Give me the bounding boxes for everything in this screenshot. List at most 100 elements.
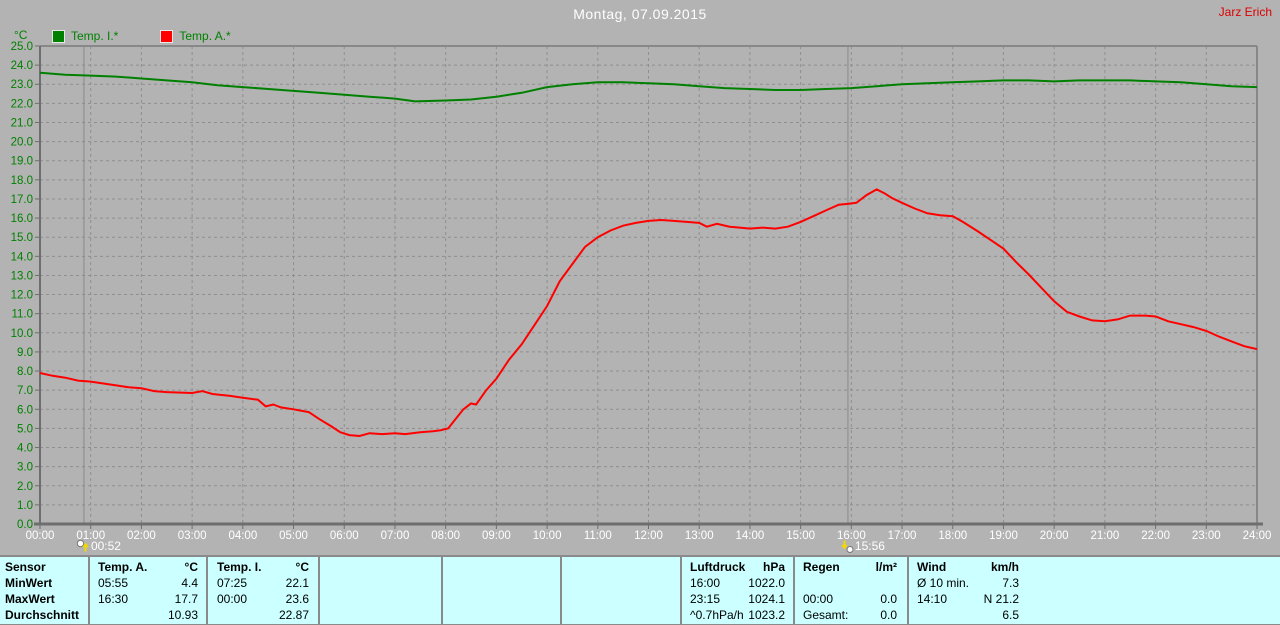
table-divider (441, 557, 443, 624)
y-tick-label: 11.0 (11, 309, 33, 321)
max-time: 16:30 (98, 592, 129, 606)
group-name: Wind (917, 560, 947, 574)
rain-start-time: 00:00 (803, 592, 834, 606)
group-name: Luftdruck (690, 560, 746, 574)
y-tick-label: 2.0 (17, 481, 33, 493)
rain-total-value: 0.0 (880, 608, 897, 622)
temp-i-swatch-icon (52, 29, 65, 43)
stats-row-labels: Sensor MinWert MaxWert Durchschnitt (5, 559, 85, 623)
x-tick-label: 15:00 (786, 530, 815, 542)
x-tick-label: 04:00 (228, 530, 257, 542)
x-tick-label: 22:00 (1141, 530, 1170, 542)
y-tick-label: 14.0 (11, 251, 33, 263)
y-tick-label: 0.0 (17, 519, 33, 531)
group-name: Regen (803, 560, 840, 574)
x-tick-label: 14:00 (736, 530, 765, 542)
moonrise-marker: 00:52 (76, 539, 121, 553)
wind-row3-value: 6.5 (1002, 608, 1019, 622)
stats-table: Sensor MinWert MaxWert Durchschnitt Temp… (0, 555, 1280, 625)
avg-value: 1023.2 (748, 608, 785, 622)
x-tick-label: 07:00 (381, 530, 410, 542)
x-tick-label: 01:00 (76, 530, 105, 542)
y-tick-label: 7.0 (17, 385, 33, 397)
max-value: 17.7 (174, 592, 198, 606)
min-value: 4.4 (181, 576, 198, 590)
max-value: 23.6 (285, 592, 309, 606)
avg-value: 10.93 (167, 608, 198, 622)
x-tick-label: 08:00 (431, 530, 460, 542)
y-tick-label: 17.0 (11, 194, 33, 206)
x-tick-label: 13:00 (685, 530, 714, 542)
stats-group-luftdruck: Luftdruck hPa 16:00 1022.0 23:15 1024.1 ^0… (685, 559, 788, 623)
table-divider (907, 557, 909, 624)
group-unit: km/h (990, 560, 1019, 574)
y-tick-label: 20.0 (11, 137, 33, 149)
y-tick-label: 23.0 (11, 79, 33, 91)
y-tick-label: 1.0 (17, 500, 33, 512)
y-tick-label: 8.0 (17, 366, 33, 378)
x-tick-label: 12:00 (634, 530, 663, 542)
trend-label: ^0.7hPa/h (690, 608, 744, 622)
x-tick-label: 24:00 (1243, 530, 1272, 542)
wind-row3-label (912, 607, 917, 623)
y-tick-label: 16.0 (11, 213, 33, 225)
row-label-durchschnitt: Durchschnitt (5, 608, 80, 622)
row-label-minwert: MinWert (5, 576, 53, 590)
moonset-marker: 15:56 (840, 539, 885, 553)
min-time: 07:25 (217, 576, 248, 590)
x-tick-label: 18:00 (938, 530, 967, 542)
group-unit: °C (184, 560, 198, 574)
row-label-maxwert: MaxWert (5, 592, 55, 606)
y-tick-label: 9.0 (17, 347, 33, 359)
y-tick-label: 19.0 (11, 156, 33, 168)
wind-max-time: 14:10 (917, 592, 948, 606)
x-tick-label: 00:00 (26, 530, 55, 542)
table-divider (206, 557, 208, 624)
temp-i-legend-label: Temp. I.* (71, 29, 119, 43)
stats-group-temp-i: Temp. I. °C 07:25 22.1 00:00 23.6 22.87 (212, 559, 312, 623)
row-label-sensor: Sensor (5, 560, 46, 574)
y-tick-label: 22.0 (11, 98, 33, 110)
x-tick-label: 17:00 (888, 530, 917, 542)
x-tick-label: 23:00 (1192, 530, 1221, 542)
x-tick-label: 11:00 (584, 530, 612, 542)
group-unit: hPa (762, 560, 785, 574)
x-tick-label: 10:00 (533, 530, 562, 542)
wind-avg-label: Ø 10 min. (917, 576, 970, 590)
y-tick-label: 10.0 (11, 328, 33, 340)
group-unit: l/m² (875, 560, 897, 574)
moonset-icon (841, 540, 854, 553)
min-value: 1022.0 (748, 576, 785, 590)
y-tick-label: 21.0 (11, 117, 33, 129)
y-tick-label: 18.0 (11, 175, 33, 187)
max-value: 1024.1 (748, 592, 785, 606)
x-tick-label: 05:00 (279, 530, 308, 542)
stats-group-temp-a: Temp. A. °C 05:55 4.4 16:30 17.7 10.93 (93, 559, 201, 623)
avg-label (212, 607, 217, 623)
min-value: 22.1 (285, 576, 309, 590)
y-tick-label: 13.0 (11, 270, 33, 282)
temp-a-swatch-icon (160, 29, 174, 43)
min-time: 16:00 (690, 576, 721, 590)
moonrise-icon (76, 539, 89, 552)
temperature-chart: 0.0 1.0 2.0 3.0 4.0 5.0 6.0 7.0 8.0 9.0 10.0 11.0 12… (11, 41, 1272, 542)
table-divider (560, 557, 562, 624)
x-tick-label: 20:00 (1040, 530, 1069, 542)
rain-row1-value (897, 575, 900, 591)
rain-total-label: Gesamt: (803, 608, 849, 622)
x-tick-label: 19:00 (989, 530, 1018, 542)
y-tick-label: 12.0 (11, 290, 33, 302)
chart-legend: Temp. I.* Temp. A.* (52, 29, 273, 43)
temp-i-line (39, 71, 1258, 103)
wind-avg-value: 7.3 (1002, 576, 1019, 590)
x-tick-label: 09:00 (482, 530, 511, 542)
y-tick-label: 3.0 (17, 462, 33, 474)
y-tick-label: 15.0 (11, 232, 33, 244)
max-time: 00:00 (217, 592, 248, 606)
y-tick-label: 5.0 (17, 423, 33, 435)
stats-group-wind: Wind km/h Ø 10 min. 7.3 14:10 N 21.2 6.5 (912, 559, 1022, 623)
table-divider (318, 557, 320, 624)
x-tick-label: 02:00 (127, 530, 156, 542)
y-tick-label: 4.0 (17, 443, 33, 455)
